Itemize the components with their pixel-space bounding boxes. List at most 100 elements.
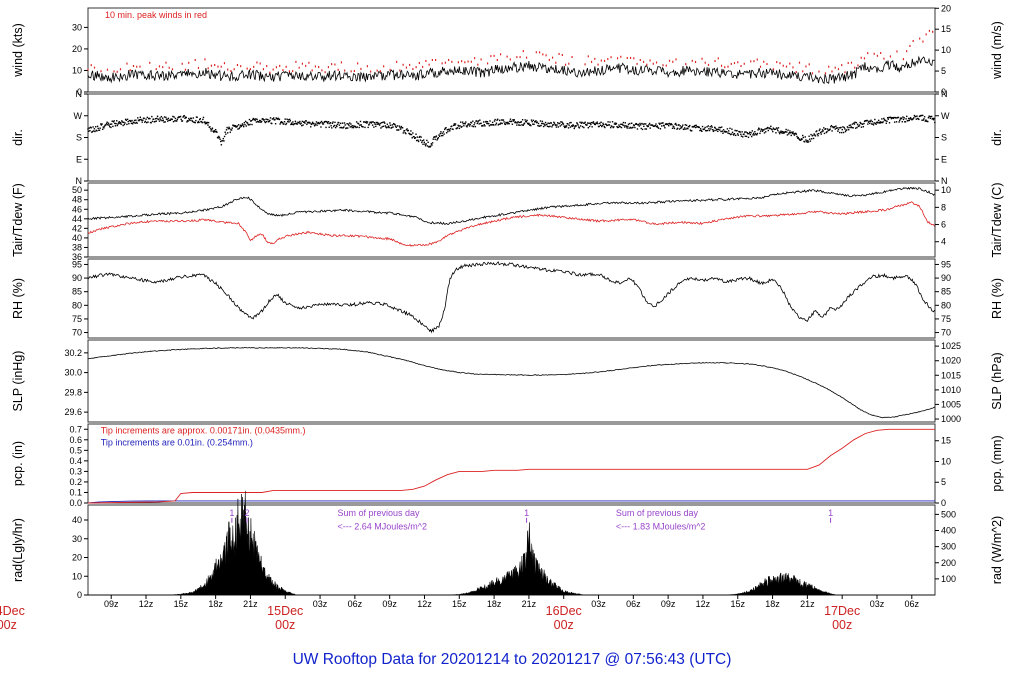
series-wind-peak <box>308 61 310 64</box>
series-wind-direction <box>161 117 164 119</box>
series-wind-direction <box>877 122 879 124</box>
series-wind-direction <box>791 131 793 133</box>
series-wind-direction <box>636 128 639 130</box>
series-wind-direction <box>273 117 275 119</box>
series-wind-direction <box>335 124 337 127</box>
series-wind-direction <box>778 131 780 133</box>
series-wind-direction <box>540 124 542 127</box>
series-wind-direction <box>241 124 243 127</box>
series-wind-direction <box>224 131 226 133</box>
series-wind-direction <box>699 128 702 130</box>
series-wind-direction <box>156 115 159 117</box>
series-wind-direction <box>521 119 524 121</box>
x-date-label: 15Dec <box>267 604 303 618</box>
series-wind-peak <box>590 60 593 63</box>
x-tick-label: 15z <box>174 599 189 609</box>
series-wind-direction <box>348 124 350 127</box>
y-tick-label-right: 70 <box>941 328 951 338</box>
series-wind-direction <box>801 138 803 140</box>
series-wind-direction <box>709 126 711 128</box>
series-wind-direction <box>752 134 754 136</box>
series-wind-peak <box>620 55 622 58</box>
series-wind-peak <box>136 65 138 68</box>
series-wind-direction <box>418 136 420 138</box>
series-wind-direction <box>805 139 807 141</box>
series-wind-direction <box>780 130 782 132</box>
series-wind-direction <box>479 119 481 121</box>
series-wind-direction <box>99 127 101 129</box>
series-wind-direction <box>387 125 390 127</box>
series-wind-direction <box>452 124 455 127</box>
series-wind-direction <box>664 127 666 129</box>
series-wind-direction <box>522 124 524 126</box>
series-wind-direction <box>636 123 638 126</box>
series-wind-direction <box>613 126 615 128</box>
series-wind-peak <box>873 52 875 55</box>
series-wind-direction <box>498 123 500 125</box>
series-wind-peak <box>906 50 908 53</box>
series-wind-peak <box>506 55 508 58</box>
series-wind-direction <box>147 121 149 123</box>
series-wind-direction <box>127 120 129 123</box>
y-tick-label-right: 0 <box>941 87 946 97</box>
series-wind-direction <box>550 122 552 124</box>
series-wind-direction <box>676 128 678 130</box>
series-wind-peak <box>285 65 287 68</box>
series-wind-direction <box>602 122 604 125</box>
series-wind-direction <box>424 143 426 145</box>
series-wind-direction <box>272 118 274 120</box>
series-wind-direction <box>355 121 358 123</box>
series-wind-direction <box>163 121 165 123</box>
series-wind-direction <box>886 120 888 122</box>
series-wind-direction <box>645 123 647 125</box>
series-wind-direction <box>615 122 618 125</box>
series-wind-direction <box>890 117 893 120</box>
series-wind-direction <box>274 123 277 125</box>
series-wind-direction <box>378 123 380 126</box>
series-wind-direction <box>117 123 119 125</box>
series-wind-direction <box>454 124 456 126</box>
series-wind-peak <box>727 65 729 68</box>
series-wind-direction <box>758 128 761 130</box>
series-wind-peak <box>665 64 667 67</box>
series-wind-direction <box>565 125 568 127</box>
y-tick-label-right: 10 <box>941 456 951 466</box>
series-wind-direction <box>191 119 193 122</box>
series-wind-peak <box>607 58 609 61</box>
series-wind-direction <box>320 120 323 123</box>
series-wind-direction <box>701 125 704 128</box>
series-wind-peak <box>448 58 450 61</box>
series-wind-direction <box>578 126 580 128</box>
series-wind-direction <box>436 139 438 141</box>
series-wind-direction <box>314 124 316 126</box>
series-wind-direction <box>138 120 140 122</box>
series-wind-peak <box>750 60 752 63</box>
series-wind-direction <box>209 126 211 128</box>
series-wind-direction <box>255 121 258 123</box>
series-wind-direction <box>880 121 882 124</box>
series-wind-direction <box>435 135 438 137</box>
series-wind-peak <box>464 61 466 64</box>
series-wind-direction <box>378 124 381 126</box>
series-wind-direction <box>285 122 288 125</box>
series-wind-direction <box>417 139 419 141</box>
series-wind-direction <box>305 120 307 122</box>
series-wind-direction <box>914 115 917 118</box>
x-tick-label: 03z <box>313 599 328 609</box>
series-wind-direction <box>500 119 503 121</box>
series-wind-direction <box>747 136 750 139</box>
series-wind-direction <box>553 121 555 124</box>
series-wind-peak <box>558 52 560 55</box>
series-wind-direction <box>717 128 720 131</box>
series-wind-direction <box>327 122 329 125</box>
series-wind-direction <box>908 119 910 122</box>
series-wind-peak <box>435 58 437 61</box>
series-wind-direction <box>98 129 101 131</box>
series-wind-direction <box>624 122 627 124</box>
series-wind-direction <box>648 124 650 126</box>
series-wind-direction <box>909 118 911 120</box>
series-wind-direction <box>238 127 240 130</box>
series-wind-peak <box>188 61 190 64</box>
series-wind-direction <box>844 128 846 130</box>
series-wind-direction <box>918 118 920 121</box>
